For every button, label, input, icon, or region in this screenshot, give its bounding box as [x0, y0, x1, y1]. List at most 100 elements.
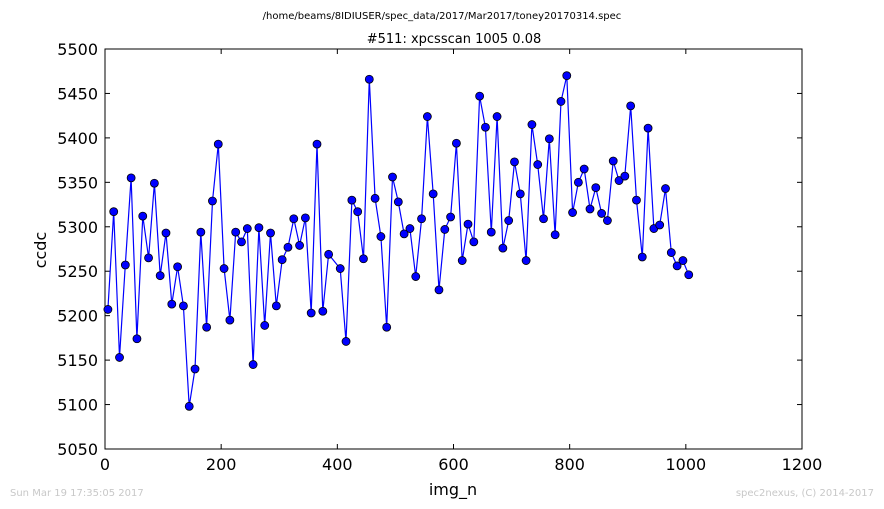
x-tick-label: 800	[554, 455, 585, 474]
data-point	[283, 242, 293, 252]
data-point	[295, 241, 304, 250]
data-point	[463, 219, 473, 229]
data-point	[347, 195, 357, 205]
y-axis-label: ccdc	[31, 232, 50, 269]
footer-timestamp: Sun Mar 19 17:35:05 2017	[10, 488, 144, 499]
data-point	[440, 225, 450, 234]
data-point	[388, 172, 397, 182]
data-point	[237, 237, 246, 247]
data-point	[533, 160, 543, 169]
data-point	[109, 207, 119, 217]
data-point	[405, 224, 415, 233]
data-point	[672, 261, 682, 271]
data-point	[138, 211, 148, 221]
data-point	[376, 232, 386, 241]
data-point	[306, 308, 316, 318]
y-tick-label: 5400	[57, 129, 98, 148]
data-point	[184, 401, 194, 411]
data-point	[254, 223, 264, 233]
data-point	[161, 228, 171, 238]
data-point	[666, 248, 676, 257]
data-point	[271, 301, 281, 311]
x-axis-label: img_n	[429, 480, 477, 500]
x-tick-label: 400	[322, 455, 353, 474]
data-point	[277, 255, 287, 265]
data-point	[417, 214, 426, 224]
data-point	[632, 195, 641, 205]
data-point	[266, 228, 275, 238]
data-point	[202, 322, 212, 332]
data-point	[544, 134, 554, 144]
y-tick-label: 5250	[57, 262, 98, 281]
data-point	[504, 216, 514, 225]
y-tick-label: 5450	[57, 84, 98, 103]
data-point	[289, 214, 299, 224]
data-point	[213, 139, 223, 149]
data-point	[678, 256, 688, 265]
y-tick-label: 5050	[57, 440, 98, 459]
data-point	[527, 120, 537, 129]
data-point	[498, 243, 508, 253]
data-point	[637, 252, 647, 262]
data-point	[231, 227, 241, 237]
data-point	[225, 315, 235, 325]
y-tick-label: 5200	[57, 307, 98, 326]
data-point	[312, 139, 322, 149]
data-point	[452, 138, 461, 148]
data-point	[446, 212, 455, 222]
data-point	[562, 71, 572, 81]
data-point	[179, 301, 188, 311]
data-point	[126, 173, 136, 183]
y-tick-label: 5100	[57, 396, 98, 415]
data-point	[591, 183, 601, 193]
data-point	[190, 364, 200, 374]
data-point	[603, 216, 612, 225]
data-point	[155, 271, 165, 281]
data-point	[208, 196, 217, 206]
data-point	[399, 229, 409, 239]
data-point	[434, 285, 444, 295]
y-tick-label: 5150	[57, 351, 98, 370]
data-point	[353, 207, 363, 217]
chart-subtitle: #511: xpcsscan 1005 0.08	[367, 32, 542, 47]
data-point	[579, 164, 589, 174]
data-point	[167, 299, 177, 309]
data-point	[324, 249, 334, 259]
y-tick-label: 5350	[57, 173, 98, 192]
data-point	[115, 353, 124, 362]
data-point	[475, 91, 485, 101]
data-point	[120, 260, 130, 270]
data-point	[428, 189, 438, 199]
y-tick-label: 5300	[57, 218, 98, 237]
data-point	[219, 264, 229, 273]
data-point	[318, 306, 328, 316]
x-tick-label: 1000	[665, 455, 706, 474]
data-point	[469, 237, 479, 247]
data-point	[132, 334, 142, 344]
data-point	[550, 230, 560, 240]
data-point	[242, 224, 252, 233]
data-point	[626, 101, 636, 111]
x-tick-label: 0	[100, 455, 110, 474]
data-point	[359, 254, 368, 264]
data-point	[573, 177, 583, 187]
data-point	[684, 270, 694, 280]
data-point	[643, 123, 653, 133]
data-point	[568, 208, 577, 217]
data-series	[103, 71, 694, 411]
axis-ticks: 0 200 400 600 800 1000 1200 5050 5100 5150 5200 525…	[57, 40, 822, 474]
data-point	[364, 74, 374, 84]
data-point	[521, 256, 531, 265]
x-tick-label: 600	[438, 455, 469, 474]
data-point	[370, 193, 380, 203]
data-point	[608, 156, 618, 166]
data-point	[422, 112, 432, 121]
data-point	[341, 337, 351, 346]
data-point	[173, 262, 183, 272]
data-point	[144, 253, 153, 263]
data-point	[486, 227, 496, 237]
chart-title: /home/beams/8IDIUSER/spec_data/2017/Mar2…	[263, 11, 622, 22]
data-point	[597, 209, 607, 218]
data-point	[585, 204, 595, 214]
